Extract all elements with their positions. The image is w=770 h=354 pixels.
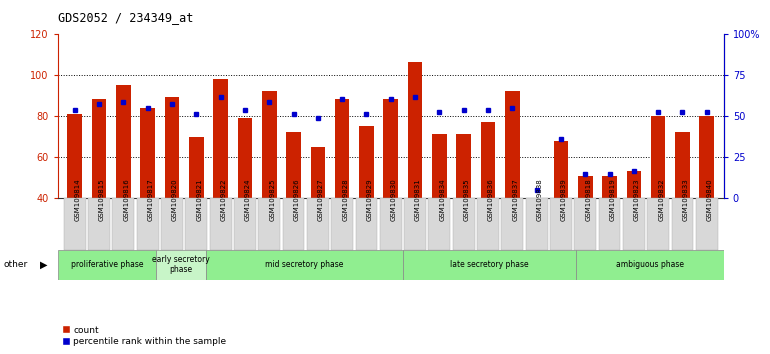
FancyBboxPatch shape — [428, 198, 450, 250]
Bar — [189, 137, 203, 198]
FancyBboxPatch shape — [112, 198, 134, 250]
Bar — [286, 132, 301, 198]
FancyBboxPatch shape — [137, 198, 159, 250]
Text: GSM109831: GSM109831 — [415, 178, 421, 221]
Text: GSM109834: GSM109834 — [440, 178, 445, 221]
Text: GSM109816: GSM109816 — [123, 178, 129, 221]
Bar — [602, 176, 617, 198]
FancyBboxPatch shape — [404, 198, 426, 250]
Text: GDS2052 / 234349_at: GDS2052 / 234349_at — [58, 11, 193, 24]
FancyBboxPatch shape — [186, 198, 207, 250]
FancyBboxPatch shape — [331, 198, 353, 250]
Bar — [238, 118, 253, 198]
Text: GSM109840: GSM109840 — [707, 178, 713, 221]
Text: mid secretory phase: mid secretory phase — [265, 260, 343, 269]
FancyBboxPatch shape — [380, 198, 402, 250]
Bar — [165, 97, 179, 198]
FancyBboxPatch shape — [234, 198, 256, 250]
Bar — [213, 79, 228, 198]
FancyBboxPatch shape — [307, 198, 329, 250]
Text: GSM109823: GSM109823 — [634, 178, 640, 221]
Text: late secretory phase: late secretory phase — [450, 260, 529, 269]
FancyBboxPatch shape — [88, 198, 110, 250]
Text: GSM109832: GSM109832 — [658, 178, 665, 221]
Text: GSM109829: GSM109829 — [367, 178, 373, 221]
FancyBboxPatch shape — [501, 198, 524, 250]
Text: GSM109817: GSM109817 — [148, 178, 154, 221]
Legend: count, percentile rank within the sample: count, percentile rank within the sample — [62, 326, 226, 346]
Bar — [651, 116, 665, 198]
Bar — [627, 171, 641, 198]
Text: GSM109820: GSM109820 — [172, 178, 178, 221]
Text: GSM109827: GSM109827 — [318, 178, 324, 221]
Bar — [457, 135, 471, 198]
Text: ambiguous phase: ambiguous phase — [616, 260, 684, 269]
Bar — [92, 99, 106, 198]
FancyBboxPatch shape — [623, 198, 644, 250]
Text: GSM109837: GSM109837 — [512, 178, 518, 221]
Bar — [578, 176, 593, 198]
FancyBboxPatch shape — [356, 198, 377, 250]
FancyBboxPatch shape — [64, 198, 85, 250]
FancyBboxPatch shape — [161, 198, 183, 250]
FancyBboxPatch shape — [209, 198, 232, 250]
Text: GSM109825: GSM109825 — [270, 178, 275, 221]
FancyBboxPatch shape — [598, 198, 621, 250]
Bar — [140, 108, 155, 198]
Bar — [383, 99, 398, 198]
FancyBboxPatch shape — [403, 250, 576, 280]
Bar — [310, 147, 325, 198]
Bar — [432, 135, 447, 198]
FancyBboxPatch shape — [453, 198, 474, 250]
Text: proliferative phase: proliferative phase — [71, 260, 143, 269]
FancyBboxPatch shape — [696, 198, 718, 250]
FancyBboxPatch shape — [526, 198, 547, 250]
Bar — [408, 62, 423, 198]
Bar — [335, 99, 350, 198]
Text: ▶: ▶ — [40, 259, 48, 269]
Text: GSM109824: GSM109824 — [245, 178, 251, 221]
FancyBboxPatch shape — [648, 198, 669, 250]
Text: GSM109826: GSM109826 — [293, 178, 300, 221]
Bar — [699, 116, 714, 198]
Text: GSM109822: GSM109822 — [221, 178, 226, 221]
Text: GSM109836: GSM109836 — [488, 178, 494, 221]
FancyBboxPatch shape — [283, 198, 304, 250]
FancyBboxPatch shape — [574, 198, 596, 250]
Text: GSM109818: GSM109818 — [585, 178, 591, 221]
Text: GSM109814: GSM109814 — [75, 178, 81, 221]
Text: GSM109821: GSM109821 — [196, 178, 203, 221]
Bar — [675, 132, 690, 198]
FancyBboxPatch shape — [156, 250, 206, 280]
Text: GSM109819: GSM109819 — [610, 178, 615, 221]
Bar — [68, 114, 82, 198]
FancyBboxPatch shape — [671, 198, 694, 250]
Bar — [554, 141, 568, 198]
Bar — [262, 91, 276, 198]
Text: GSM109835: GSM109835 — [464, 178, 470, 221]
FancyBboxPatch shape — [58, 250, 156, 280]
Bar — [359, 126, 373, 198]
Text: other: other — [4, 260, 28, 269]
Bar — [480, 122, 495, 198]
Bar — [529, 198, 544, 213]
FancyBboxPatch shape — [477, 198, 499, 250]
Text: GSM109830: GSM109830 — [391, 178, 397, 221]
FancyBboxPatch shape — [206, 250, 403, 280]
Bar — [116, 85, 131, 198]
Text: GSM109828: GSM109828 — [342, 178, 348, 221]
Bar — [505, 91, 520, 198]
Text: GSM109815: GSM109815 — [99, 178, 105, 221]
Text: GSM109838: GSM109838 — [537, 178, 543, 221]
Text: early secretory
phase: early secretory phase — [152, 255, 210, 274]
Text: GSM109839: GSM109839 — [561, 178, 567, 221]
Text: GSM109833: GSM109833 — [682, 178, 688, 221]
FancyBboxPatch shape — [258, 198, 280, 250]
FancyBboxPatch shape — [550, 198, 572, 250]
FancyBboxPatch shape — [576, 250, 724, 280]
